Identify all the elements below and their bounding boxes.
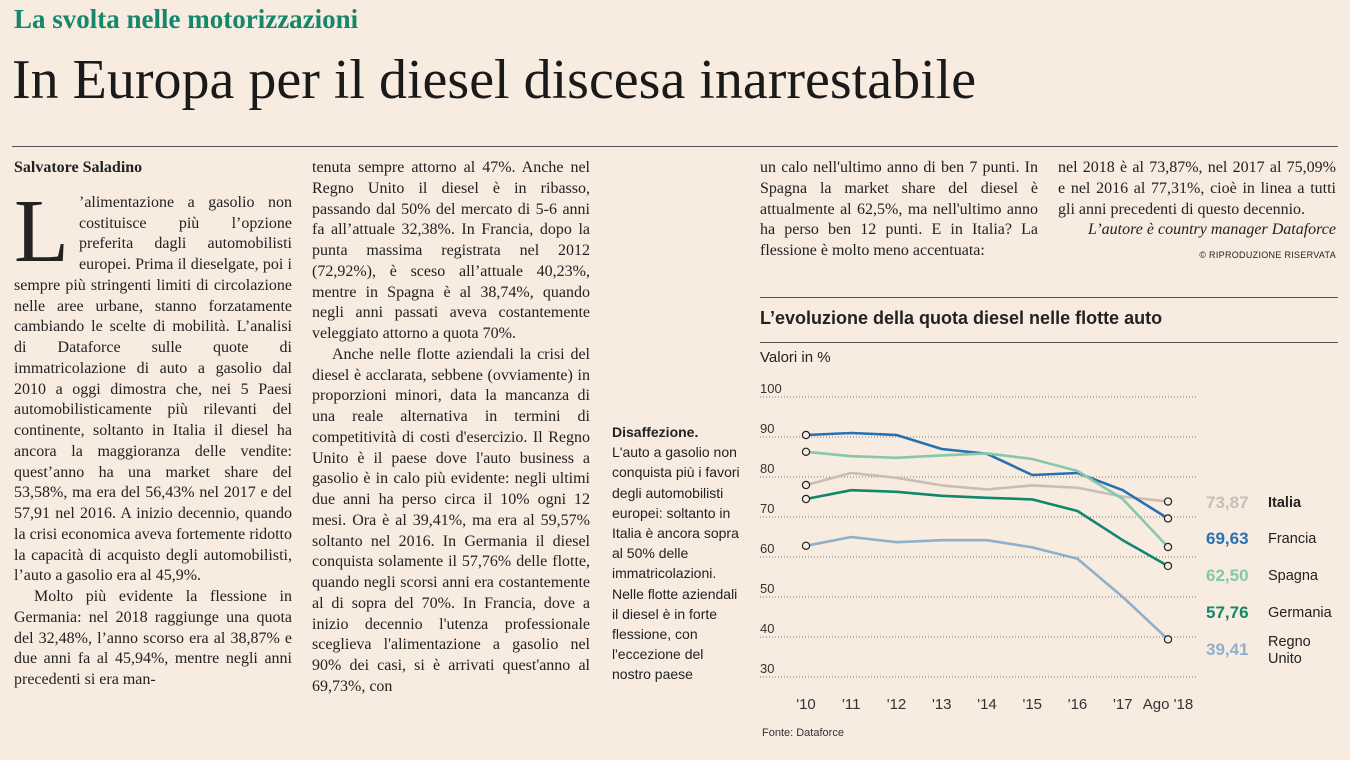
article-column-2: tenuta sempre attorno al 47%. Anche nel … bbox=[312, 158, 590, 698]
headline: In Europa per il diesel discesa inarrest… bbox=[12, 49, 977, 111]
data-point-marker bbox=[1163, 561, 1173, 571]
y-tick-label: 50 bbox=[760, 581, 774, 596]
y-tick-label: 40 bbox=[760, 621, 774, 636]
byline: Salvatore Saladino bbox=[14, 159, 143, 176]
paragraph: L’alimentazione a gasolio non costituisc… bbox=[14, 181, 292, 587]
drop-cap: L bbox=[14, 181, 69, 281]
y-tick-label: 70 bbox=[760, 501, 774, 516]
y-tick-label: 60 bbox=[760, 541, 774, 556]
data-point-marker bbox=[801, 447, 811, 456]
data-point-marker bbox=[1163, 514, 1173, 523]
chart-title: L’evoluzione della quota diesel nelle fl… bbox=[760, 308, 1163, 328]
paragraph: Anche nelle flotte aziendali la crisi de… bbox=[312, 345, 590, 695]
x-tick-label: '13 bbox=[932, 696, 952, 713]
legend-name: Unito bbox=[1268, 651, 1302, 667]
data-point-marker bbox=[1163, 497, 1173, 506]
x-tick-label: '11 bbox=[842, 696, 860, 713]
series-line bbox=[805, 450, 1169, 548]
legend-value: 69,63 bbox=[1206, 529, 1249, 548]
legend-name: Spagna bbox=[1268, 568, 1319, 584]
x-tick-label: '14 bbox=[977, 696, 997, 713]
series-line bbox=[805, 431, 1169, 520]
paragraph: nel 2018 è al 73,87%, nel 2017 al 75,09%… bbox=[1058, 159, 1336, 218]
legend-name: Francia bbox=[1268, 531, 1317, 547]
data-point-marker bbox=[801, 480, 811, 490]
data-point-marker bbox=[1163, 635, 1173, 644]
sidebar: Disaffezione. L'auto a gasolio non conqu… bbox=[612, 422, 742, 685]
legend-name: Italia bbox=[1268, 495, 1302, 511]
legend-value: 39,41 bbox=[1206, 640, 1249, 659]
kicker: La svolta nelle motorizzazioni bbox=[14, 4, 359, 34]
sidebar-text: L'auto a gasolio non conquista più i fav… bbox=[612, 444, 740, 683]
legend-value: 62,50 bbox=[1206, 566, 1249, 585]
paragraph: un calo nell'ultimo anno di ben 7 punti.… bbox=[760, 159, 1038, 259]
x-tick-label: '15 bbox=[1022, 696, 1042, 713]
legend-name: Regno bbox=[1268, 634, 1311, 650]
author-note: L’autore è country manager Dataforce bbox=[1088, 221, 1336, 239]
chart-top-rule bbox=[760, 297, 1338, 298]
x-tick-label: '16 bbox=[1068, 696, 1088, 713]
article-column-1: Salvatore Saladino L’alimentazione a gas… bbox=[14, 158, 292, 691]
chart-title-rule bbox=[760, 342, 1338, 343]
data-point-marker bbox=[801, 494, 811, 504]
y-tick-label: 90 bbox=[760, 421, 774, 436]
y-tick-label: 100 bbox=[760, 381, 782, 396]
article-column-4: nel 2018 è al 73,87%, nel 2017 al 75,09%… bbox=[1058, 158, 1336, 266]
sidebar-title: Disaffezione. bbox=[612, 424, 699, 440]
data-point-marker bbox=[801, 430, 811, 440]
copyright: © RIPRODUZIONE RISERVATA bbox=[1199, 250, 1336, 260]
paragraph: Molto più evidente la flessione in Germa… bbox=[14, 588, 292, 688]
y-tick-label: 30 bbox=[760, 661, 774, 676]
series-line bbox=[805, 488, 1169, 568]
data-point-marker bbox=[1163, 542, 1173, 552]
chart-unit-label: Valori in % bbox=[760, 349, 831, 366]
x-tick-label: Ago '18 bbox=[1143, 696, 1193, 713]
data-point-marker bbox=[801, 541, 811, 551]
chart-source: Fonte: Dataforce bbox=[762, 727, 844, 739]
legend-value: 73,87 bbox=[1206, 493, 1249, 512]
series-line bbox=[805, 535, 1169, 641]
paragraph-text: ’alimentazione a gasolio non costituisce… bbox=[14, 193, 292, 585]
x-tick-label: '10 bbox=[796, 696, 816, 713]
top-rule bbox=[12, 146, 1338, 147]
x-tick-label: '17 bbox=[1113, 696, 1133, 713]
series-line bbox=[805, 471, 1169, 503]
legend-name: Germania bbox=[1268, 605, 1333, 621]
paragraph: tenuta sempre attorno al 47%. Anche nel … bbox=[312, 159, 590, 342]
y-tick-label: 80 bbox=[760, 461, 774, 476]
article-column-3: un calo nell'ultimo anno di ben 7 punti.… bbox=[760, 158, 1038, 262]
legend-value: 57,76 bbox=[1206, 603, 1249, 622]
x-tick-label: '12 bbox=[887, 696, 907, 713]
